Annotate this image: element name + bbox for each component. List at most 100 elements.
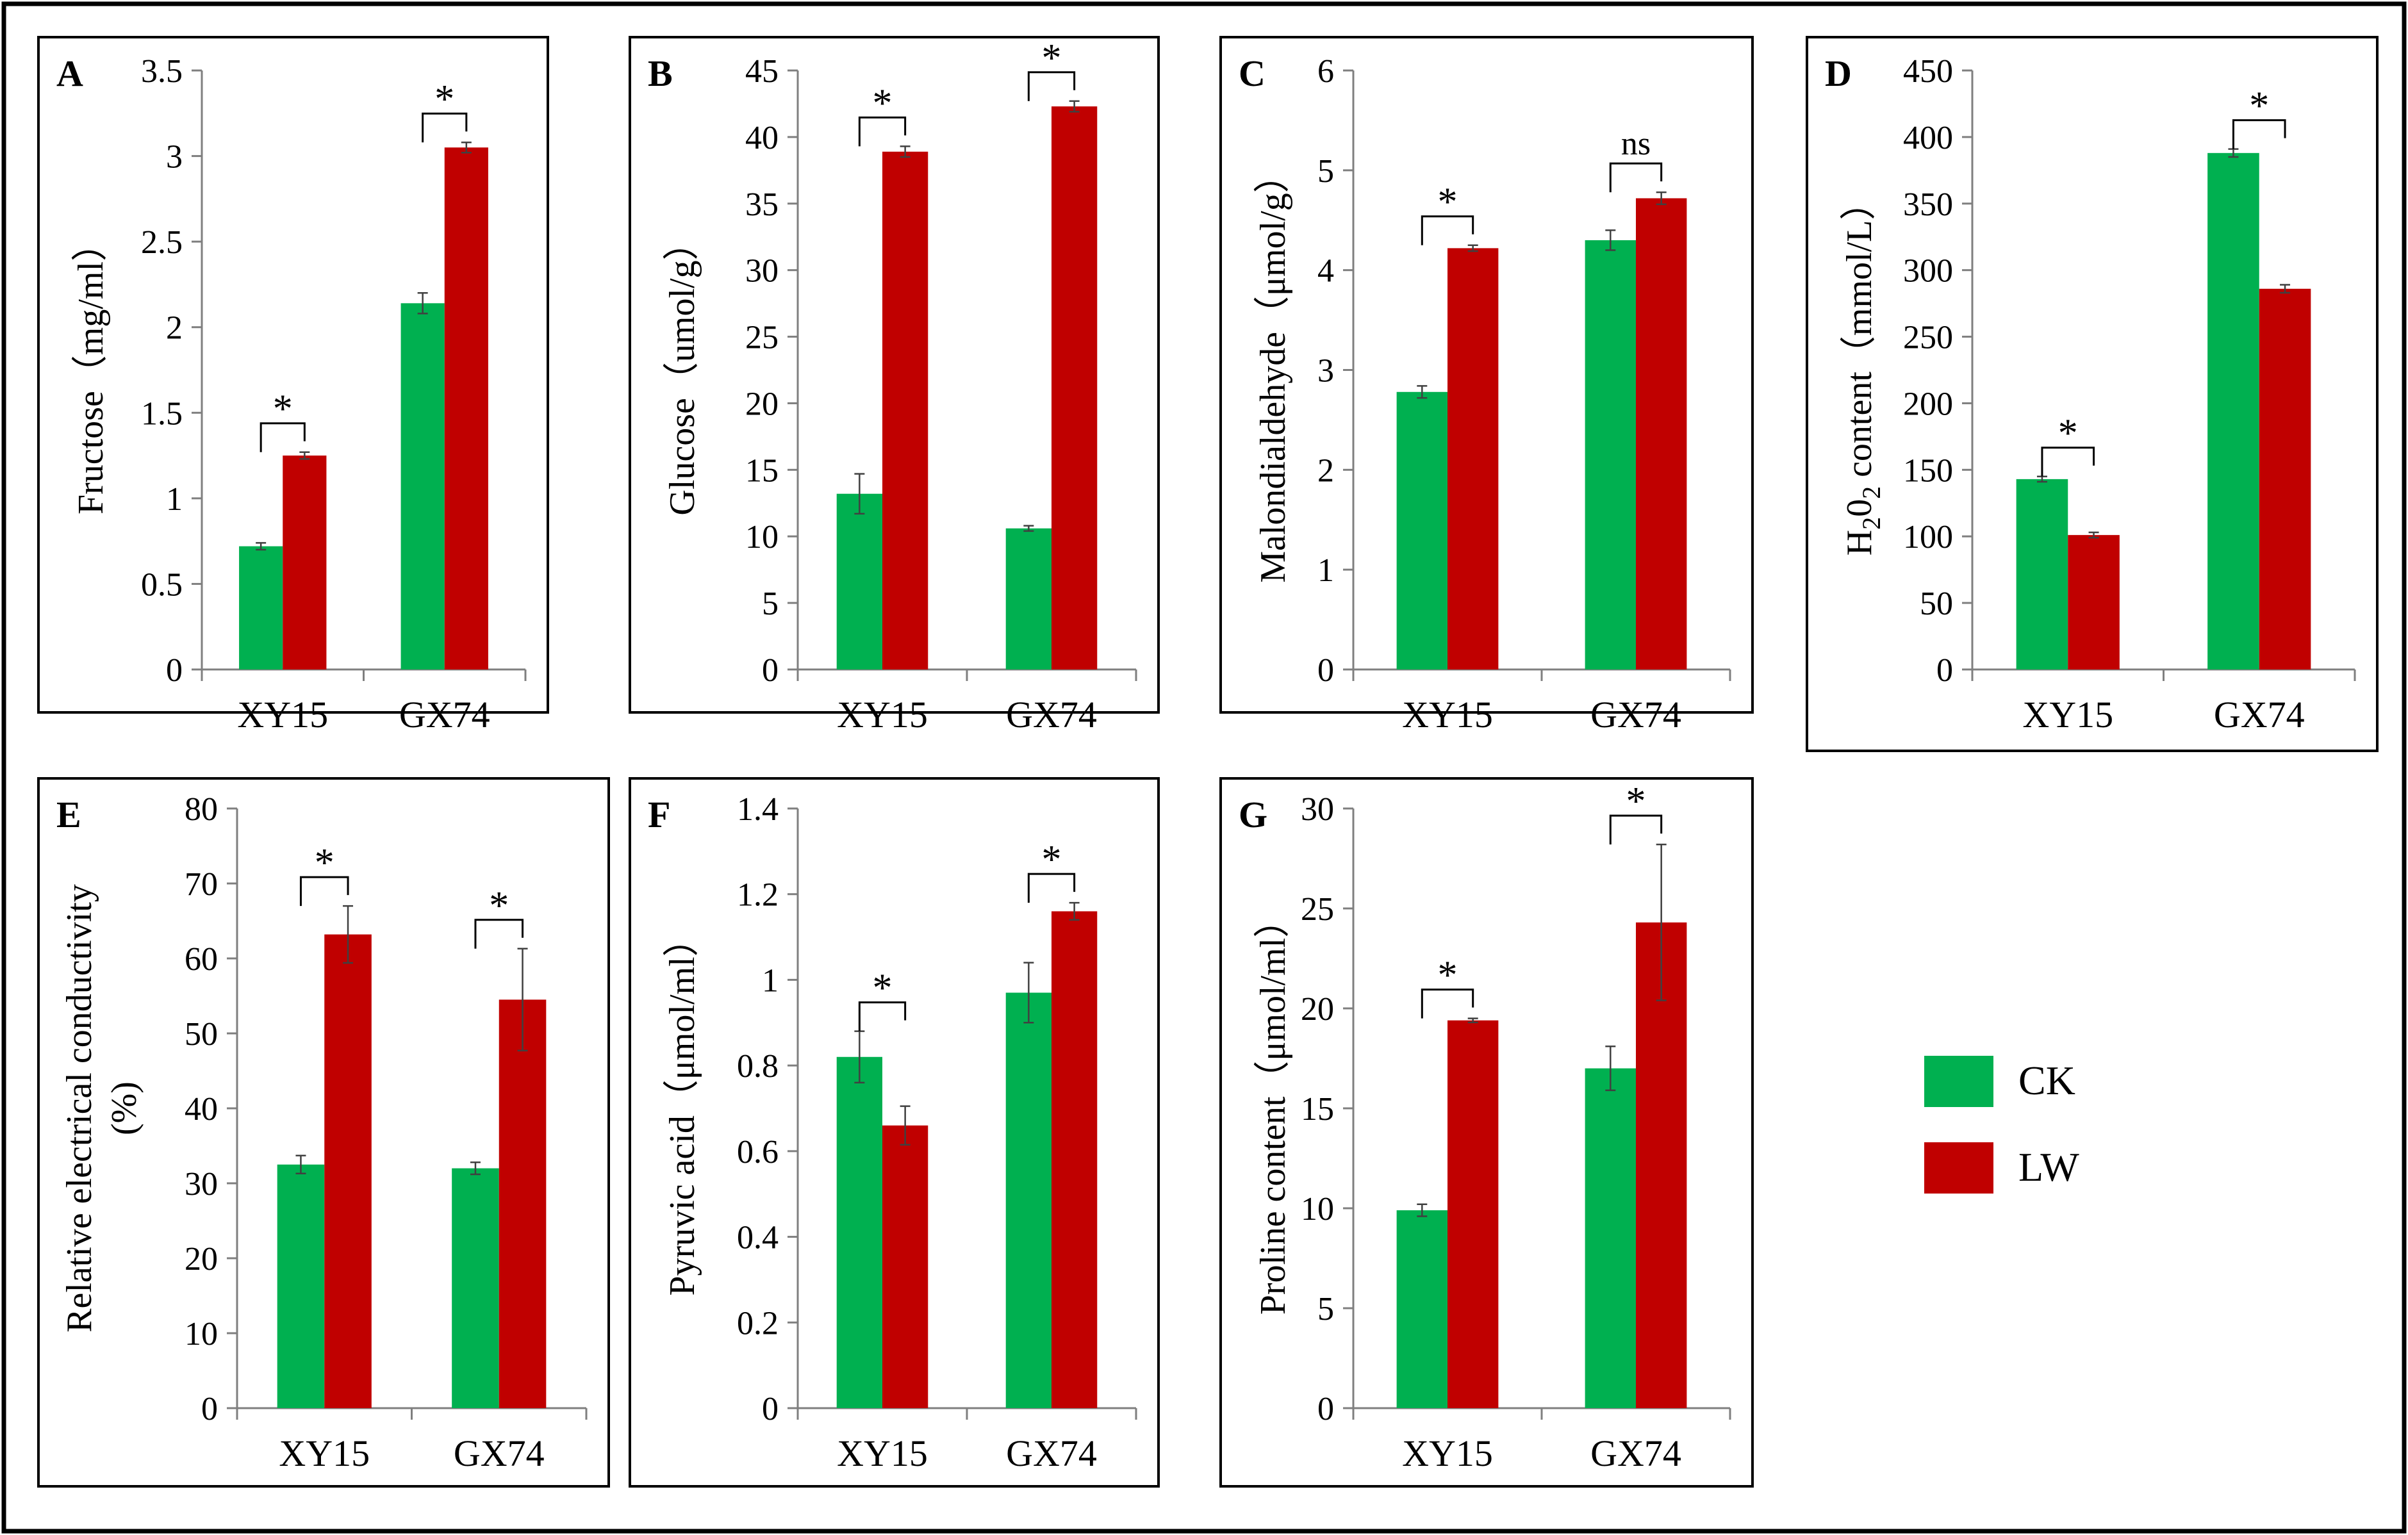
bar-ck-xy15 [277, 1164, 325, 1408]
y-tick-label: 30 [1301, 791, 1334, 828]
y-tick-label: 0.6 [737, 1134, 779, 1170]
significance-label: * [1626, 780, 1646, 823]
x-tick-label: XY15 [2022, 694, 2113, 735]
bar-ck-xy15 [1396, 391, 1447, 669]
panel-f: F 0 0.2 0.4 0.6 0.8 1 1.2 1.4 XY15 * GX74 * Pyruvic a… [629, 777, 1160, 1488]
bar-ck-xy15 [836, 493, 882, 669]
y-tick-label: 35 [745, 186, 779, 223]
y-axis-label: Pyruvic acid（μmol/ml） [663, 921, 702, 1295]
error-bar [900, 145, 911, 158]
y-axis-label: Proline content（μmol/ml） [1253, 902, 1293, 1315]
bar-ck-gx74 [2207, 152, 2259, 670]
x-tick-label: GX74 [1590, 1432, 1681, 1474]
error-bar [854, 473, 865, 515]
y-tick-label: 0 [762, 1391, 779, 1427]
error-bar [900, 1105, 911, 1146]
legend-label: LW [2018, 1144, 2079, 1190]
y-tick-label: 5 [1317, 1291, 1334, 1327]
x-tick-label: GX74 [1590, 694, 1681, 735]
bar-lw-gx74 [1051, 106, 1098, 670]
error-bar [517, 948, 528, 1052]
significance-label: * [315, 841, 334, 885]
y-tick-label: 0.4 [737, 1220, 779, 1256]
panel-a: A 0 0.5 1 1.5 2 2.5 3 3.5 XY15 * GX74 * Fructose（mg/m… [37, 36, 549, 735]
significance-bracket [1609, 162, 1663, 193]
error-bar [256, 542, 267, 551]
y-tick-label: 4 [1317, 253, 1334, 290]
bar-ck-xy15 [2016, 479, 2068, 669]
error-bar [1069, 100, 1080, 113]
y-tick-label: 80 [185, 791, 218, 828]
y-tick-label: 5 [1317, 153, 1334, 190]
significance-label: * [1438, 954, 1458, 997]
error-bar [1656, 843, 1667, 1001]
significance-label: * [489, 884, 509, 928]
y-tick-label: 20 [745, 386, 779, 422]
x-tick-label: GX74 [2214, 694, 2305, 735]
y-tick-label: 300 [1903, 253, 1953, 290]
panel-c: C 0 1 2 3 4 5 6 XY15 * GX74 ns Malondialdehyde（μmol/… [1219, 36, 1754, 735]
panel-d: D 0 50 100 150 200 250 300 350 400 450 XY15 * GX74 * H2… [1806, 36, 2379, 752]
y-tick-label: 30 [185, 1166, 218, 1203]
y-tick-label: 400 [1903, 120, 1953, 156]
significance-bracket [422, 112, 468, 143]
error-bar [470, 1161, 481, 1176]
bar-ck-xy15 [1396, 1210, 1447, 1408]
y-tick-label: 350 [1903, 186, 1953, 223]
error-bar [1605, 1046, 1616, 1092]
significance-bracket [858, 1001, 907, 1031]
panel-letter: C [1239, 53, 1266, 94]
y-tick-label: 1 [762, 962, 779, 999]
y-tick-label: 3 [1317, 353, 1334, 390]
y-tick-label: 2 [1317, 452, 1334, 489]
error-bar [295, 1154, 306, 1175]
x-tick-label: XY15 [1402, 1432, 1493, 1474]
significance-bracket [1027, 71, 1076, 101]
x-tick-label: GX74 [1006, 1432, 1097, 1474]
bar-lw-xy15 [1447, 1020, 1499, 1408]
x-tick-label: GX74 [454, 1432, 545, 1474]
y-tick-label: 45 [745, 53, 779, 90]
y-tick-label: 30 [745, 253, 779, 290]
bar-ck-gx74 [400, 303, 445, 669]
error-bar [1467, 1017, 1478, 1024]
y-tick-label: 15 [1301, 1091, 1334, 1128]
y-tick-label: 40 [185, 1091, 218, 1128]
y-tick-label: 3 [166, 139, 183, 176]
error-bar [1069, 901, 1080, 921]
x-tick-label: XY15 [279, 1432, 370, 1474]
y-tick-label: 15 [745, 452, 779, 489]
y-tick-label: 0.2 [737, 1305, 779, 1342]
bar-ck-gx74 [452, 1168, 499, 1408]
error-bar [1467, 244, 1478, 252]
y-tick-label: 0 [1317, 652, 1334, 689]
significance-label: * [1042, 838, 1062, 882]
x-tick-label: GX74 [1006, 694, 1097, 735]
error-bar [2088, 531, 2099, 539]
x-tick-label: XY15 [837, 694, 928, 735]
y-tick-label: 6 [1317, 53, 1334, 90]
panel-letter: B [648, 53, 673, 94]
y-tick-label: 70 [185, 866, 218, 903]
error-bar [461, 141, 472, 154]
y-axis-label: Fructose（mg/ml） [71, 226, 111, 514]
x-tick-label: XY15 [837, 1432, 928, 1474]
bar-lw-gx74 [1051, 911, 1098, 1408]
significance-bracket [474, 919, 524, 949]
y-tick-label: 1 [1317, 552, 1334, 589]
significance-bracket [2232, 119, 2286, 149]
significance-bracket [1421, 989, 1474, 1019]
y-tick-label: 10 [185, 1316, 218, 1352]
error-bar [2280, 284, 2291, 294]
panel-g: G 0 5 10 15 20 25 30 XY15 * GX74 * Proline content（μ… [1219, 777, 1754, 1488]
y-tick-label: 2.5 [141, 224, 183, 261]
y-tick-label: 50 [185, 1016, 218, 1053]
bar-ck-gx74 [1005, 528, 1051, 669]
y-tick-label: 50 [1920, 586, 1953, 622]
error-bar [1417, 385, 1428, 399]
error-bar [1656, 191, 1667, 206]
y-tick-label: 1.5 [141, 395, 183, 432]
error-bar [417, 292, 428, 315]
y-tick-label: 60 [185, 941, 218, 978]
